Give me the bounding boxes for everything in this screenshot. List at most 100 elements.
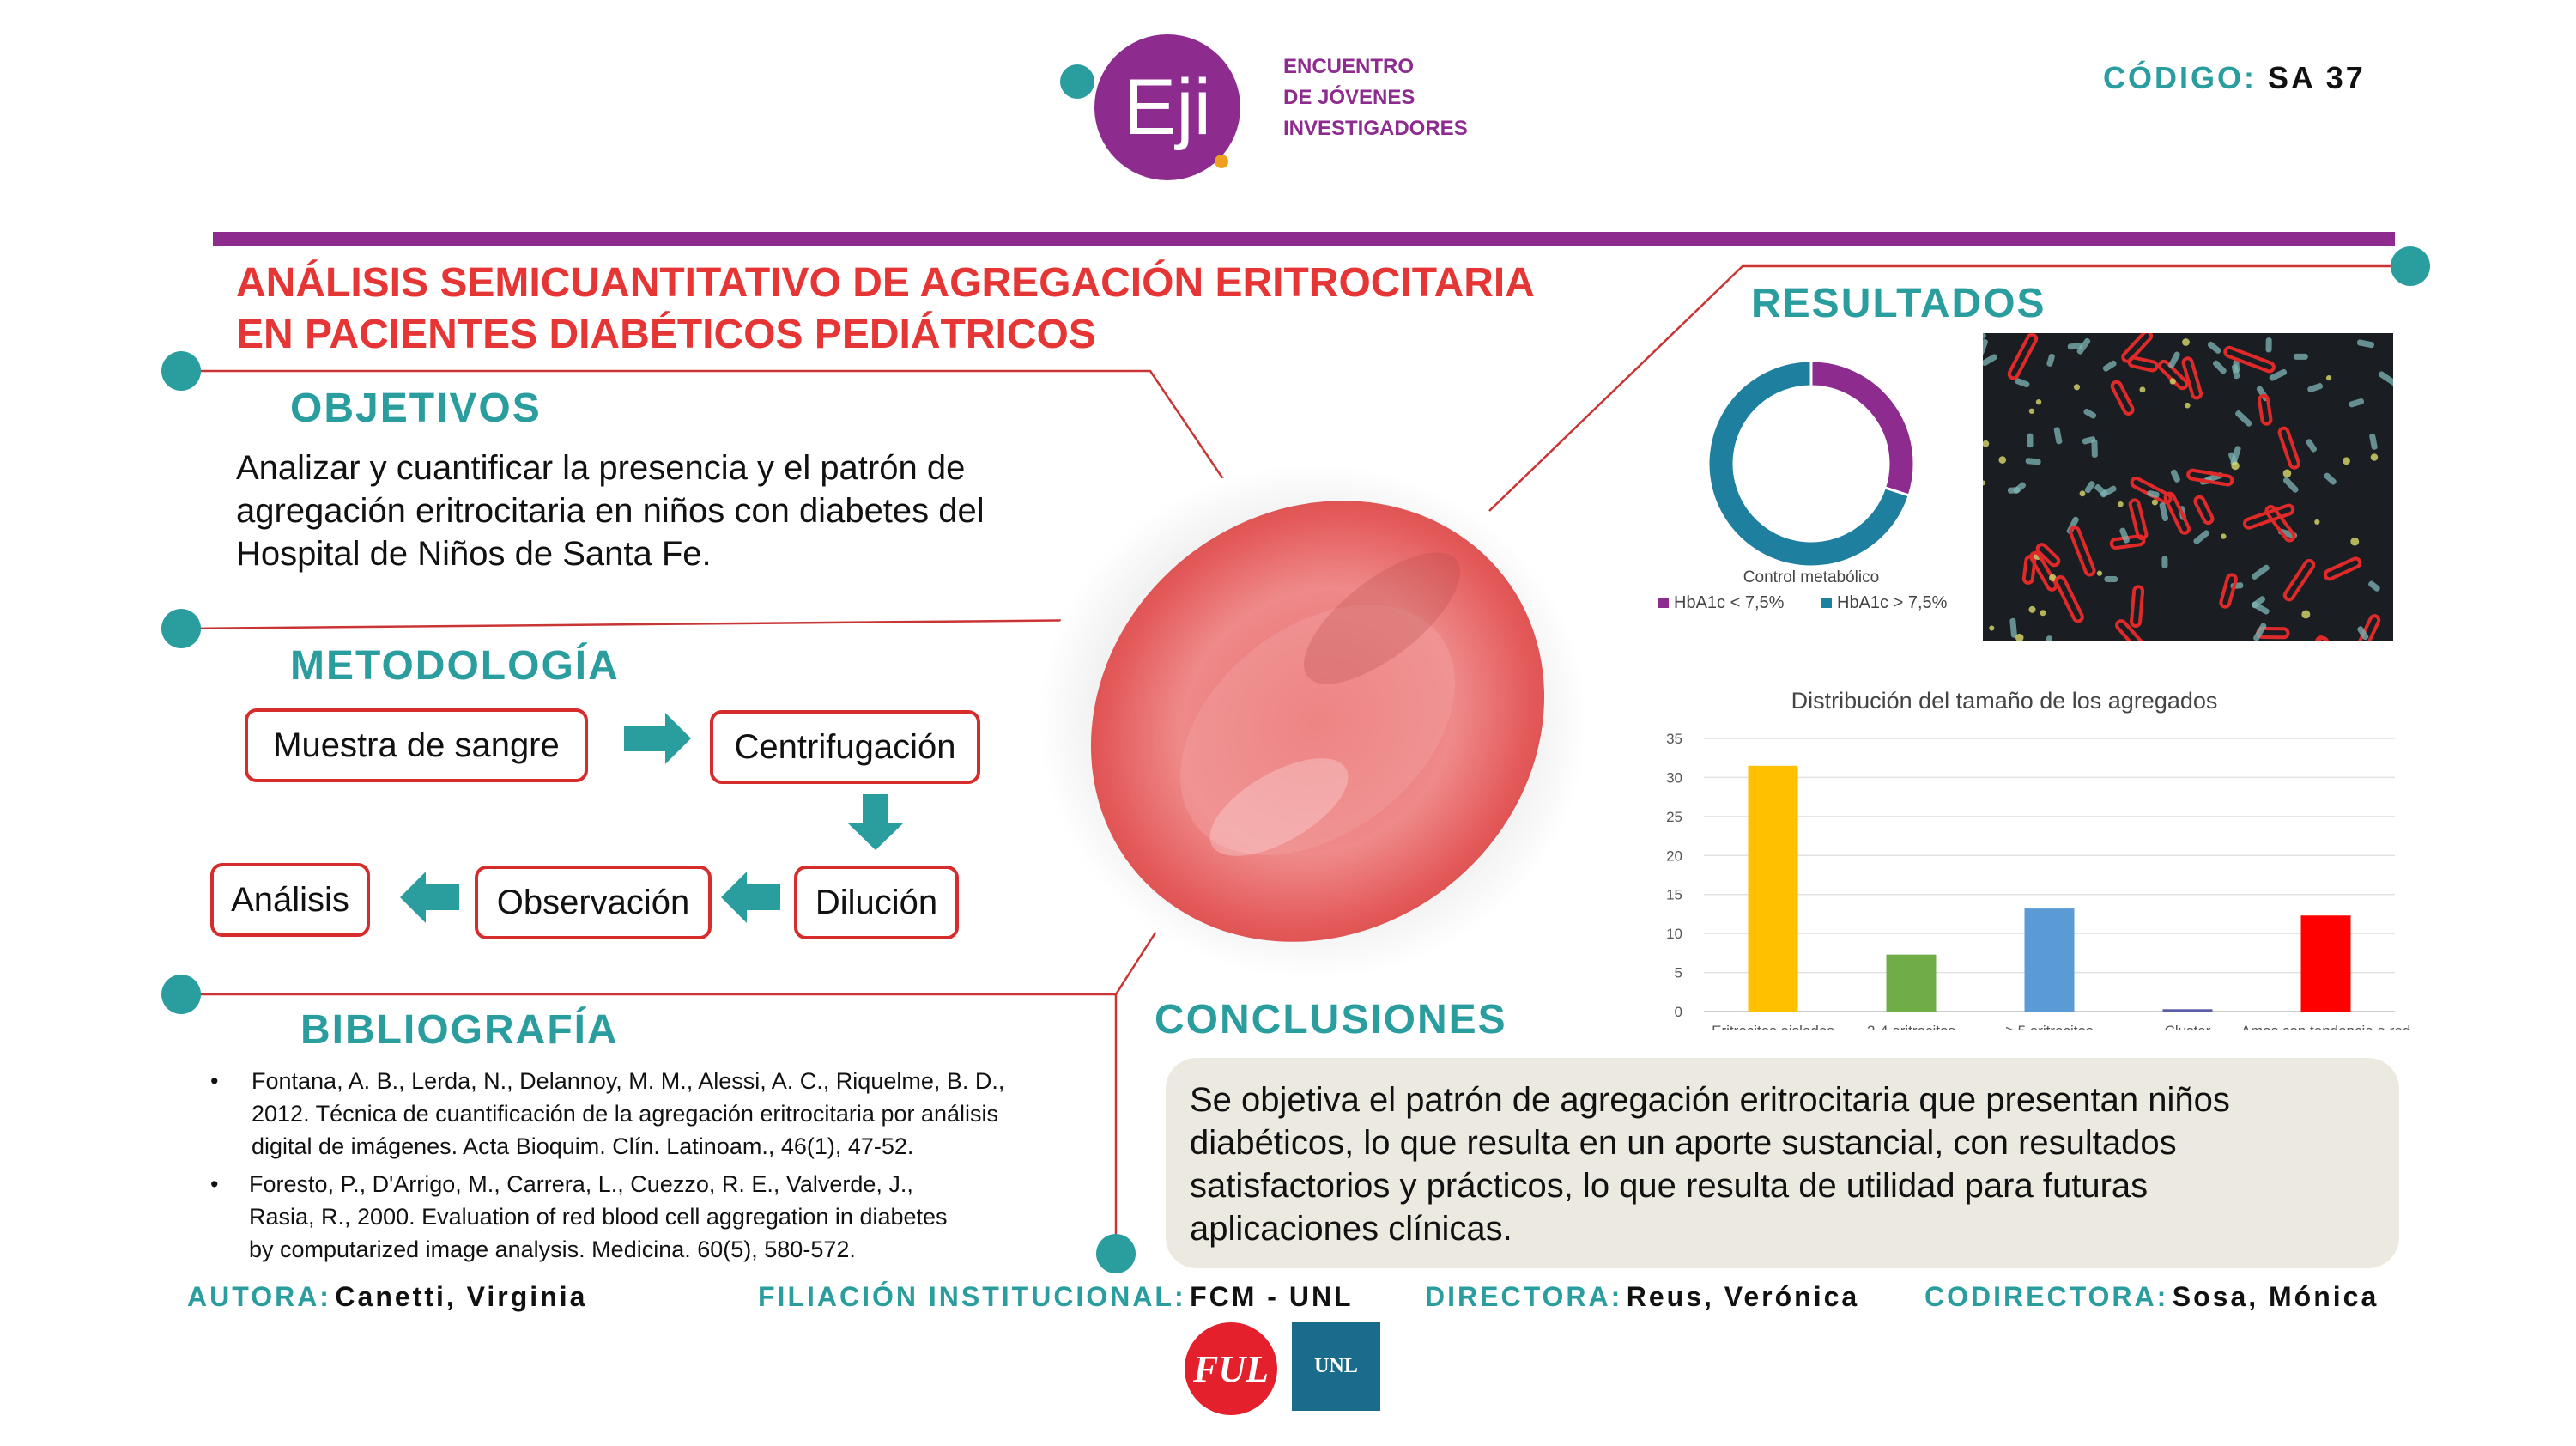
bibliografia-dot-icon xyxy=(161,975,201,1014)
red-blood-cell-illustration xyxy=(1039,464,1588,979)
y-tick-label: 15 xyxy=(1666,887,1682,903)
filiacion-label: FILIACIÓN INSTITUCIONAL: xyxy=(758,1281,1186,1312)
metodologia-heading: METODOLOGÍA xyxy=(290,643,620,689)
arrow-down-icon xyxy=(847,794,904,850)
conclusiones-line-4: aplicaciones clínicas. xyxy=(1190,1210,1512,1248)
micro-cell xyxy=(2151,499,2158,506)
micro-cell xyxy=(2307,383,2324,392)
micro-cell xyxy=(1989,625,1995,631)
footer-codirectora: CODIRECTORA: Sosa, Mónica xyxy=(1924,1281,2379,1313)
micro-cell xyxy=(2219,573,2238,609)
micro-cell xyxy=(2350,537,2360,546)
donut-chart: Control metabólico HbA1c < 7,5% HbA1c > … xyxy=(1658,359,1948,612)
footer-filiacion: FILIACIÓN INSTITUCIONAL: FCM - UNL xyxy=(758,1281,1354,1313)
micro-cell xyxy=(1983,354,1997,366)
connector-objetivos xyxy=(182,369,1238,499)
bar-4 xyxy=(2162,1009,2213,1012)
bib-2-line-2: Rasia, R., 2000. Evaluation of red blood… xyxy=(249,1204,948,1230)
micro-cell xyxy=(2301,610,2311,619)
code-label: CÓDIGO: xyxy=(2103,60,2257,95)
micro-cell xyxy=(2264,505,2296,543)
micro-cell xyxy=(2119,527,2130,544)
micro-cell xyxy=(2073,384,2081,391)
micro-cell xyxy=(2029,550,2058,592)
conclusiones-box: Se objetiva el patrón de agregación erit… xyxy=(1166,1058,2399,1268)
bar-2 xyxy=(1886,954,1937,1012)
micro-cell xyxy=(2069,526,2096,577)
bar-3 xyxy=(2024,908,2075,1012)
donut-legend: HbA1c < 7,5% HbA1c > 7,5% xyxy=(1658,593,1948,612)
y-tick-label: 25 xyxy=(1666,809,1682,825)
micro-cell xyxy=(2035,398,2042,405)
conclusiones-line-1: Se objetiva el patrón de agregación erit… xyxy=(1190,1081,2230,1119)
title-line-2: EN PACIENTES DIABÉTICOS PEDIÁTRICOS xyxy=(236,312,1096,357)
bib-2-line-3: by computarized image analysis. Medicina… xyxy=(249,1236,856,1262)
conclusiones-dot-icon xyxy=(1096,1234,1136,1273)
micro-cell xyxy=(2121,333,2154,363)
bar-1 xyxy=(1748,765,1798,1012)
connector-resultados xyxy=(1488,264,2391,512)
x-tick-label: 2-4 eritrocitos xyxy=(1867,1023,1955,1030)
micro-cell xyxy=(2100,485,2117,498)
title-line-1: ANÁLISIS SEMICUANTITATIVO DE AGREGACIÓN … xyxy=(236,260,1535,306)
micro-cell xyxy=(2161,556,2168,568)
micro-cell xyxy=(2368,580,2380,592)
x-tick-label: Eritrocitos aislados xyxy=(1712,1023,1834,1030)
micro-cell xyxy=(2278,528,2298,539)
y-tick-label: 30 xyxy=(1666,769,1682,786)
objetivos-dot-icon xyxy=(161,351,201,391)
micro-cell xyxy=(2028,408,2035,414)
micro-cell xyxy=(2193,495,2215,526)
micro-cell xyxy=(2265,337,2272,353)
micro-cell xyxy=(2053,427,2063,445)
micro-cell xyxy=(2083,408,2097,419)
step-centrifugacion: Centrifugación xyxy=(710,710,980,784)
micro-cell xyxy=(2184,402,2191,409)
donut-slice-2 xyxy=(1706,359,1912,568)
micro-cell xyxy=(2168,351,2180,368)
micro-cell xyxy=(2015,378,2030,388)
micro-cell xyxy=(2104,576,2118,583)
bib-entry-1: • Fontana, A. B., Lerda, N., Delannoy, M… xyxy=(210,1065,1120,1163)
header-divider xyxy=(213,232,2395,246)
step-muestra: Muestra de sangre xyxy=(245,708,588,782)
eji-logo: Eji ENCUENTRO DE JÓVENES INVESTIGADORES xyxy=(1060,26,1506,189)
microscopy-image xyxy=(1983,333,2393,641)
micro-cell xyxy=(2027,433,2034,448)
micro-cell xyxy=(2230,446,2241,466)
autora-value: Canetti, Virginia xyxy=(335,1281,588,1312)
micro-cell xyxy=(2325,375,2332,381)
step-analisis: Análisis xyxy=(210,863,370,937)
micro-cell xyxy=(2049,574,2057,582)
legend-label-1: HbA1c < 7,5% xyxy=(1674,593,1785,612)
micro-cell xyxy=(2040,610,2046,617)
micro-cell xyxy=(2046,354,2055,367)
step-dilucion: Dilución xyxy=(794,866,959,939)
conclusiones-line-2: diabéticos, lo que resulta en un aporte … xyxy=(1190,1124,2177,1162)
micro-cell xyxy=(2356,339,2374,349)
micro-cell xyxy=(2028,605,2036,613)
micro-cell xyxy=(1983,338,1988,355)
micro-cell xyxy=(2096,570,2103,576)
x-tick-label: Cluster xyxy=(2165,1023,2211,1030)
micro-cell xyxy=(2277,426,2300,470)
micro-cell xyxy=(2127,355,2159,373)
micro-cell xyxy=(2253,623,2267,641)
micro-cell xyxy=(2231,461,2240,471)
micro-cell xyxy=(2170,469,2180,483)
micro-cell xyxy=(2118,501,2124,507)
micro-cell xyxy=(2369,433,2378,450)
micro-cell xyxy=(2186,468,2234,487)
connector-metodologia xyxy=(181,618,1108,630)
micro-cell xyxy=(2378,371,2393,386)
codirectora-label: CODIRECTORA: xyxy=(1924,1281,2169,1312)
y-tick-label: 5 xyxy=(1675,965,1682,981)
bib-entry-2: • Foresto, P., D'Arrigo, M., Carrera, L.… xyxy=(210,1168,1120,1266)
micro-cell xyxy=(2343,457,2350,465)
micro-cell xyxy=(2025,458,2041,465)
codirectora-value: Sosa, Mónica xyxy=(2172,1281,2379,1312)
bib-1-line-1: Fontana, A. B., Lerda, N., Delannoy, M. … xyxy=(252,1068,1005,1094)
bar-chart-title: Distribución del tamaño de los agregados xyxy=(1791,688,2218,714)
x-tick-label: Amas con tendencia a red xyxy=(2241,1023,2411,1030)
micro-cell xyxy=(2221,533,2227,539)
